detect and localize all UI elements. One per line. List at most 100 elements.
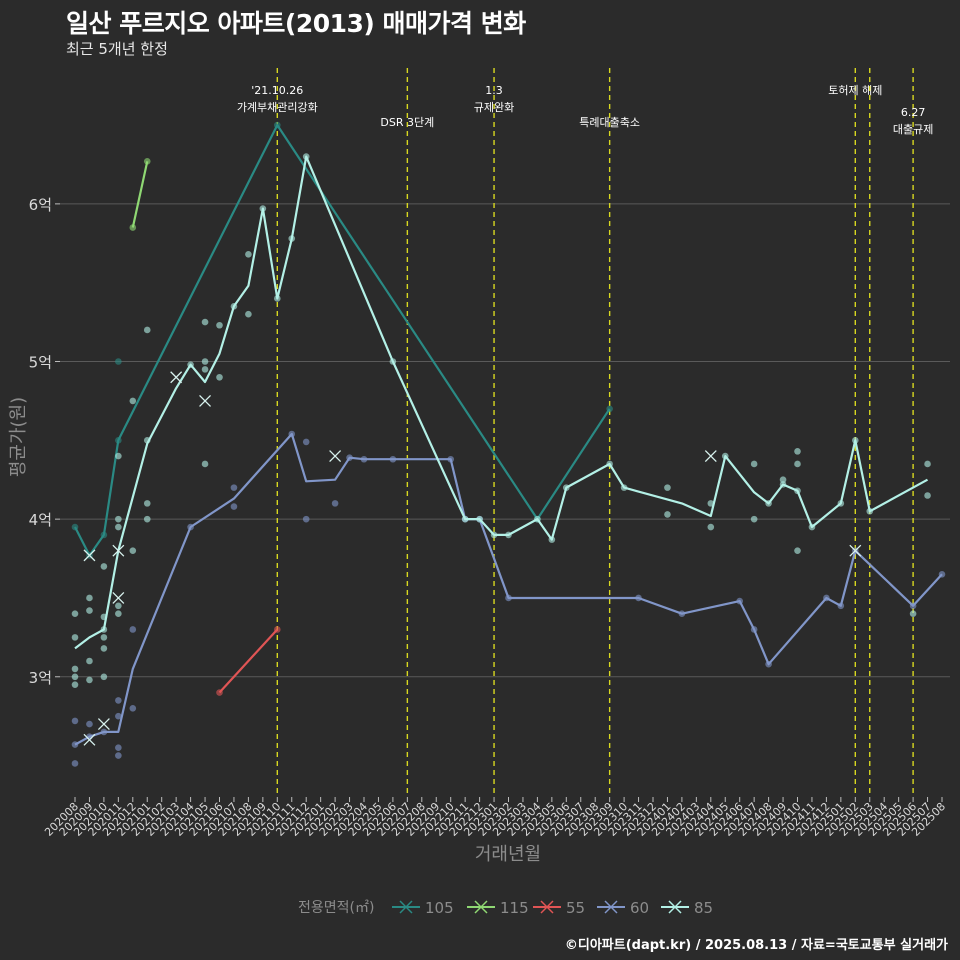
series-105	[71, 121, 613, 562]
source-caption: ©디아파트(dapt.kr) / 2025.08.13 / 자료=국토교통부 실…	[564, 938, 948, 953]
legend-label-105: 105	[425, 899, 454, 917]
point-85	[100, 673, 108, 681]
event-label: 토허제 해제	[828, 83, 882, 97]
series-line-60	[74, 432, 943, 746]
point-60	[331, 500, 339, 507]
cross-mark-60	[97, 718, 110, 731]
point-60	[115, 752, 122, 759]
series-line-115	[131, 161, 149, 228]
gridlines	[60, 203, 950, 678]
chart-subtitle: 최근 5개년 한정	[66, 40, 168, 58]
x-axis: 2020082020092020102020112020122021012021…	[42, 797, 948, 839]
point-85	[115, 515, 122, 523]
point-85	[201, 366, 209, 373]
legend-cross-85	[668, 900, 682, 914]
point-85	[924, 492, 931, 499]
cross-mark-60	[329, 450, 342, 463]
chart-title: 일산 푸르지오 아파트(2013) 매매가격 변화	[66, 9, 526, 38]
point-85	[664, 511, 671, 518]
event-label: 특례대출축소	[579, 116, 640, 129]
point-85	[143, 500, 151, 507]
point-60	[230, 484, 238, 491]
point-105	[115, 358, 122, 365]
point-85	[129, 397, 137, 405]
point-85	[707, 523, 715, 531]
legend-cross-115	[474, 900, 488, 914]
series-line-105	[74, 124, 611, 557]
legend-cross-105	[399, 900, 413, 914]
event-label: 가계부채관리강화	[237, 101, 318, 114]
legend-label-115: 115	[500, 899, 529, 917]
point-85	[115, 452, 122, 460]
point-85	[201, 318, 209, 326]
point-85	[201, 358, 209, 365]
event-label: 1.3	[485, 84, 503, 97]
point-115	[129, 224, 137, 231]
point-85	[216, 373, 223, 381]
series-60	[71, 430, 946, 767]
event-label: 규제완화	[474, 101, 514, 114]
point-60	[129, 626, 137, 633]
point-85	[86, 594, 93, 602]
series-group	[71, 121, 946, 767]
point-60	[115, 744, 122, 752]
cross-mark-85	[112, 544, 125, 557]
point-85	[86, 657, 93, 665]
point-85	[794, 448, 801, 455]
point-85	[86, 607, 93, 614]
point-85	[115, 523, 122, 531]
point-85	[115, 610, 122, 618]
cross-mark-85	[199, 394, 212, 407]
cross-mark-85	[704, 450, 717, 463]
cross-mark-105	[83, 549, 96, 562]
y-tick-label: 6억	[29, 196, 52, 214]
legend: 전용면적(㎡) 105 115 55 60 85	[298, 899, 713, 917]
cross-mark-85	[170, 371, 183, 384]
point-60	[71, 760, 79, 767]
y-tick-label: 3억	[29, 669, 52, 687]
legend-label-60: 60	[630, 899, 649, 917]
point-85	[664, 484, 671, 491]
series-55	[216, 626, 281, 696]
point-85	[100, 645, 108, 652]
point-85	[100, 634, 108, 641]
point-85	[115, 602, 122, 610]
cross-mark-85	[112, 591, 125, 604]
y-tick-label: 4억	[29, 511, 52, 529]
point-85	[245, 251, 252, 258]
series-line-85	[74, 155, 929, 650]
point-85	[794, 547, 801, 554]
point-85	[71, 681, 79, 688]
cross-mark-60	[83, 733, 96, 746]
point-85	[129, 547, 137, 554]
series-line-55	[218, 628, 279, 694]
y-axis-label: 평균가(원)	[8, 397, 29, 477]
point-85	[143, 515, 151, 523]
x-axis-label: 거래년월	[475, 844, 541, 865]
point-60	[71, 717, 79, 725]
point-85	[86, 676, 93, 684]
legend-label-85: 85	[694, 899, 713, 917]
point-85	[71, 634, 79, 641]
point-85	[71, 673, 79, 681]
event-label: 대출규제	[893, 123, 933, 136]
series-115	[129, 158, 151, 231]
point-85	[750, 515, 758, 523]
event-label: 6.27	[901, 106, 926, 119]
point-85	[245, 310, 252, 318]
legend-title: 전용면적(㎡)	[298, 900, 374, 916]
point-85	[100, 563, 108, 570]
point-60	[86, 720, 93, 728]
point-60	[115, 712, 122, 720]
point-60	[115, 697, 122, 704]
legend-cross-55	[540, 900, 554, 914]
point-60	[302, 515, 310, 523]
series-85	[71, 153, 931, 688]
legend-label-55: 55	[566, 899, 585, 917]
point-85	[71, 665, 79, 673]
y-axis: 3억 4억 5억 6억	[29, 196, 60, 687]
point-85	[216, 321, 223, 329]
event-label: '21.10.26	[251, 84, 303, 97]
